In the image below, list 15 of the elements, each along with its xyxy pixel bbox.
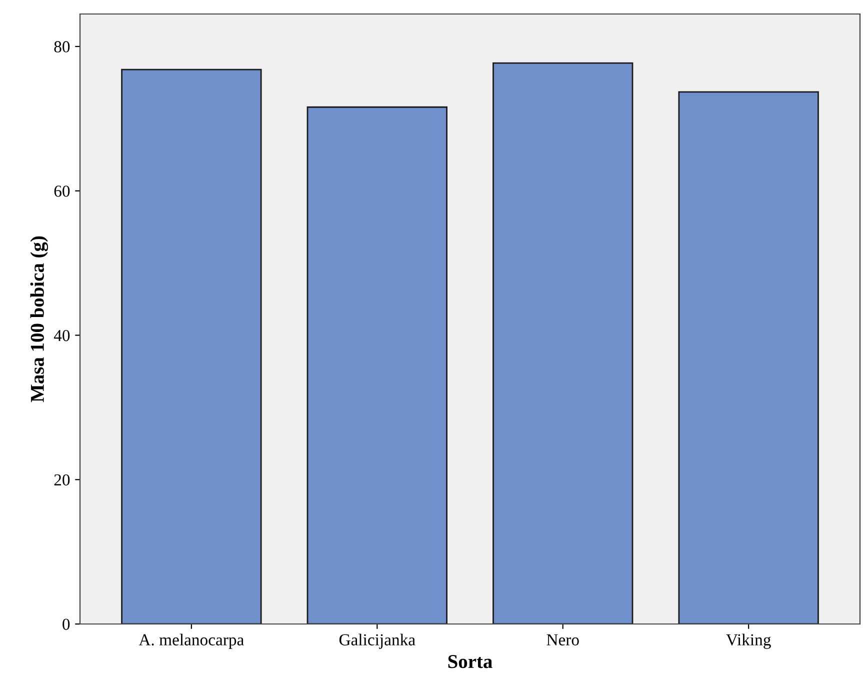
bar bbox=[306, 106, 448, 624]
x-tick-label: A. melanocarpa bbox=[138, 634, 244, 649]
x-tick-label: Galicijanka bbox=[339, 634, 416, 649]
x-tick-label: Viking bbox=[726, 634, 771, 649]
y-tick-label: 0 bbox=[62, 618, 70, 630]
x-tick-label: Nero bbox=[546, 634, 579, 646]
bar bbox=[492, 62, 634, 624]
bar bbox=[678, 91, 819, 624]
y-tick-label: 80 bbox=[54, 41, 70, 52]
bar bbox=[121, 68, 262, 624]
y-axis-title: Masa 100 bobica (g) bbox=[30, 236, 48, 402]
y-tick-label: 40 bbox=[54, 330, 70, 342]
y-tick-label: 20 bbox=[54, 474, 70, 486]
y-tick-label: 60 bbox=[54, 186, 70, 197]
x-axis-title: Sorta bbox=[448, 655, 492, 668]
